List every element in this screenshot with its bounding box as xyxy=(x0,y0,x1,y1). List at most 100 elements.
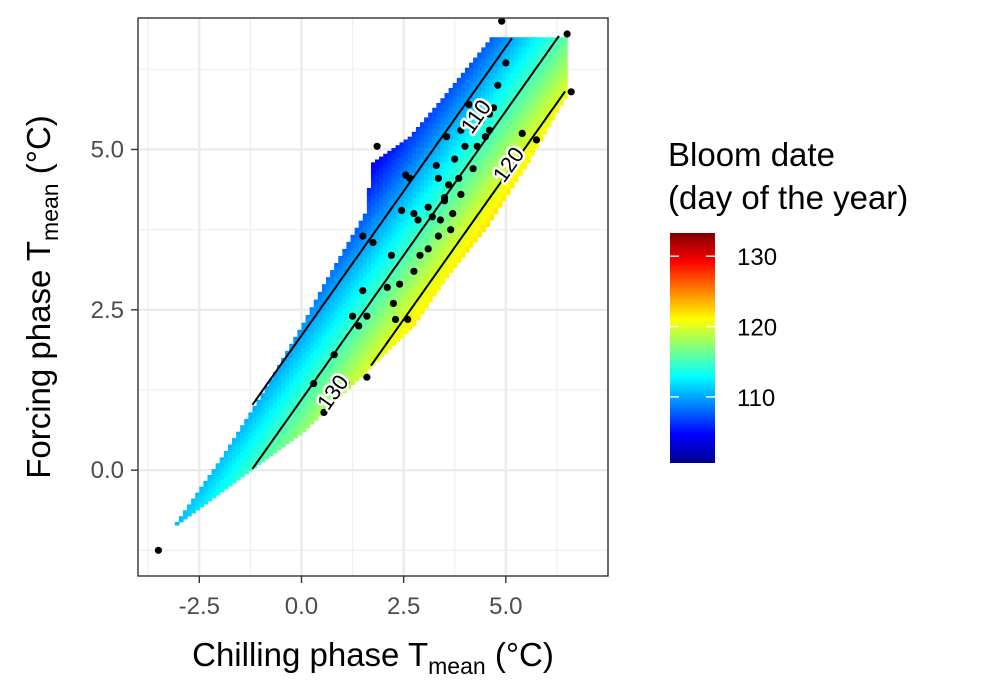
surface-tile xyxy=(407,201,413,209)
surface-tile xyxy=(460,154,466,162)
surface-tile xyxy=(268,442,274,450)
surface-tile xyxy=(509,40,515,48)
surface-tile xyxy=(514,72,519,80)
surface-tile xyxy=(305,331,311,339)
surface-tile xyxy=(383,192,388,200)
surface-tile xyxy=(505,187,511,195)
surface-tile xyxy=(432,244,437,252)
surface-tile xyxy=(469,86,474,94)
surface-tile xyxy=(452,145,458,153)
surface-tile xyxy=(514,37,519,42)
surface-tile xyxy=(375,322,380,330)
surface-tile xyxy=(346,311,352,319)
surface-tile xyxy=(407,227,413,235)
surface-tile xyxy=(481,51,486,59)
surface-tile xyxy=(313,394,319,402)
surface-tile xyxy=(481,47,486,53)
surface-tile xyxy=(411,159,417,167)
surface-tile xyxy=(362,238,368,246)
surface-tile xyxy=(420,134,425,142)
surface-tile xyxy=(505,136,511,144)
surface-tile xyxy=(415,127,421,135)
surface-tile xyxy=(240,425,245,433)
surface-tile xyxy=(493,200,499,208)
surface-tile xyxy=(514,117,519,125)
surface-tile xyxy=(530,65,536,73)
surface-tile xyxy=(326,395,331,403)
surface-tile xyxy=(370,179,376,187)
surface-tile xyxy=(509,130,515,138)
surface-tile xyxy=(338,287,343,295)
surface-tile xyxy=(330,365,335,373)
surface-tile xyxy=(473,113,478,121)
y-axis-title: Forcing phase Tmean (°C) xyxy=(20,115,63,479)
surface-tile xyxy=(330,397,335,405)
surface-tile xyxy=(424,185,429,193)
surface-tile xyxy=(550,61,556,69)
surface-tile xyxy=(383,334,388,342)
surface-tile xyxy=(317,300,323,308)
surface-tile xyxy=(497,104,503,112)
surface-tile xyxy=(223,450,229,458)
data-point xyxy=(424,203,432,211)
surface-tile xyxy=(178,516,184,523)
surface-tile xyxy=(346,292,352,300)
surface-tile xyxy=(432,263,437,271)
surface-tile xyxy=(293,360,298,368)
surface-tile xyxy=(518,46,523,54)
surface-tile xyxy=(424,192,429,200)
surface-tile xyxy=(215,463,221,470)
surface-tile xyxy=(436,135,442,143)
surface-tile xyxy=(542,50,548,58)
surface-tile xyxy=(448,163,454,171)
surface-tile xyxy=(285,353,290,361)
surface-tile xyxy=(236,431,241,436)
surface-tile xyxy=(424,237,429,245)
surface-tile xyxy=(321,309,327,317)
surface-tile xyxy=(424,121,429,129)
surface-tile xyxy=(313,317,319,325)
surface-tile xyxy=(260,442,266,450)
surface-tile xyxy=(301,386,307,394)
surface-tile xyxy=(493,207,499,215)
surface-tile xyxy=(391,148,397,154)
surface-tile xyxy=(223,475,229,483)
surface-tile xyxy=(497,66,503,74)
surface-tile xyxy=(460,116,466,124)
surface-tile xyxy=(403,275,409,283)
surface-tile xyxy=(317,332,323,340)
surface-tile xyxy=(509,149,515,157)
surface-tile xyxy=(264,401,270,409)
surface-tile xyxy=(391,153,397,161)
surface-tile xyxy=(436,225,442,233)
surface-tile xyxy=(403,320,409,328)
surface-tile xyxy=(313,330,319,338)
surface-tile xyxy=(407,143,413,151)
surface-tile xyxy=(440,110,446,118)
surface-tile xyxy=(379,350,384,358)
surface-tile xyxy=(444,252,450,260)
surface-tile xyxy=(268,417,274,425)
surface-tile xyxy=(469,131,474,139)
surface-tile xyxy=(391,287,397,295)
surface-tile xyxy=(313,407,319,415)
surface-tile xyxy=(297,415,303,423)
surface-tile xyxy=(518,155,523,163)
surface-tile xyxy=(444,200,450,208)
surface-tile xyxy=(232,457,237,465)
surface-tile xyxy=(464,168,470,176)
data-point xyxy=(443,133,451,141)
surface-tile xyxy=(375,297,380,305)
surface-tile xyxy=(321,296,327,304)
surface-tile xyxy=(293,379,298,387)
surface-tile xyxy=(505,78,511,86)
surface-tile xyxy=(518,162,523,170)
surface-tile xyxy=(391,210,397,218)
surface-tile xyxy=(334,387,339,395)
surface-tile xyxy=(526,40,531,48)
surface-tile xyxy=(473,62,478,70)
surface-tile xyxy=(399,202,405,210)
surface-tile xyxy=(436,123,442,131)
legend-title-line-1: Bloom date xyxy=(668,136,835,173)
surface-tile xyxy=(534,115,540,123)
